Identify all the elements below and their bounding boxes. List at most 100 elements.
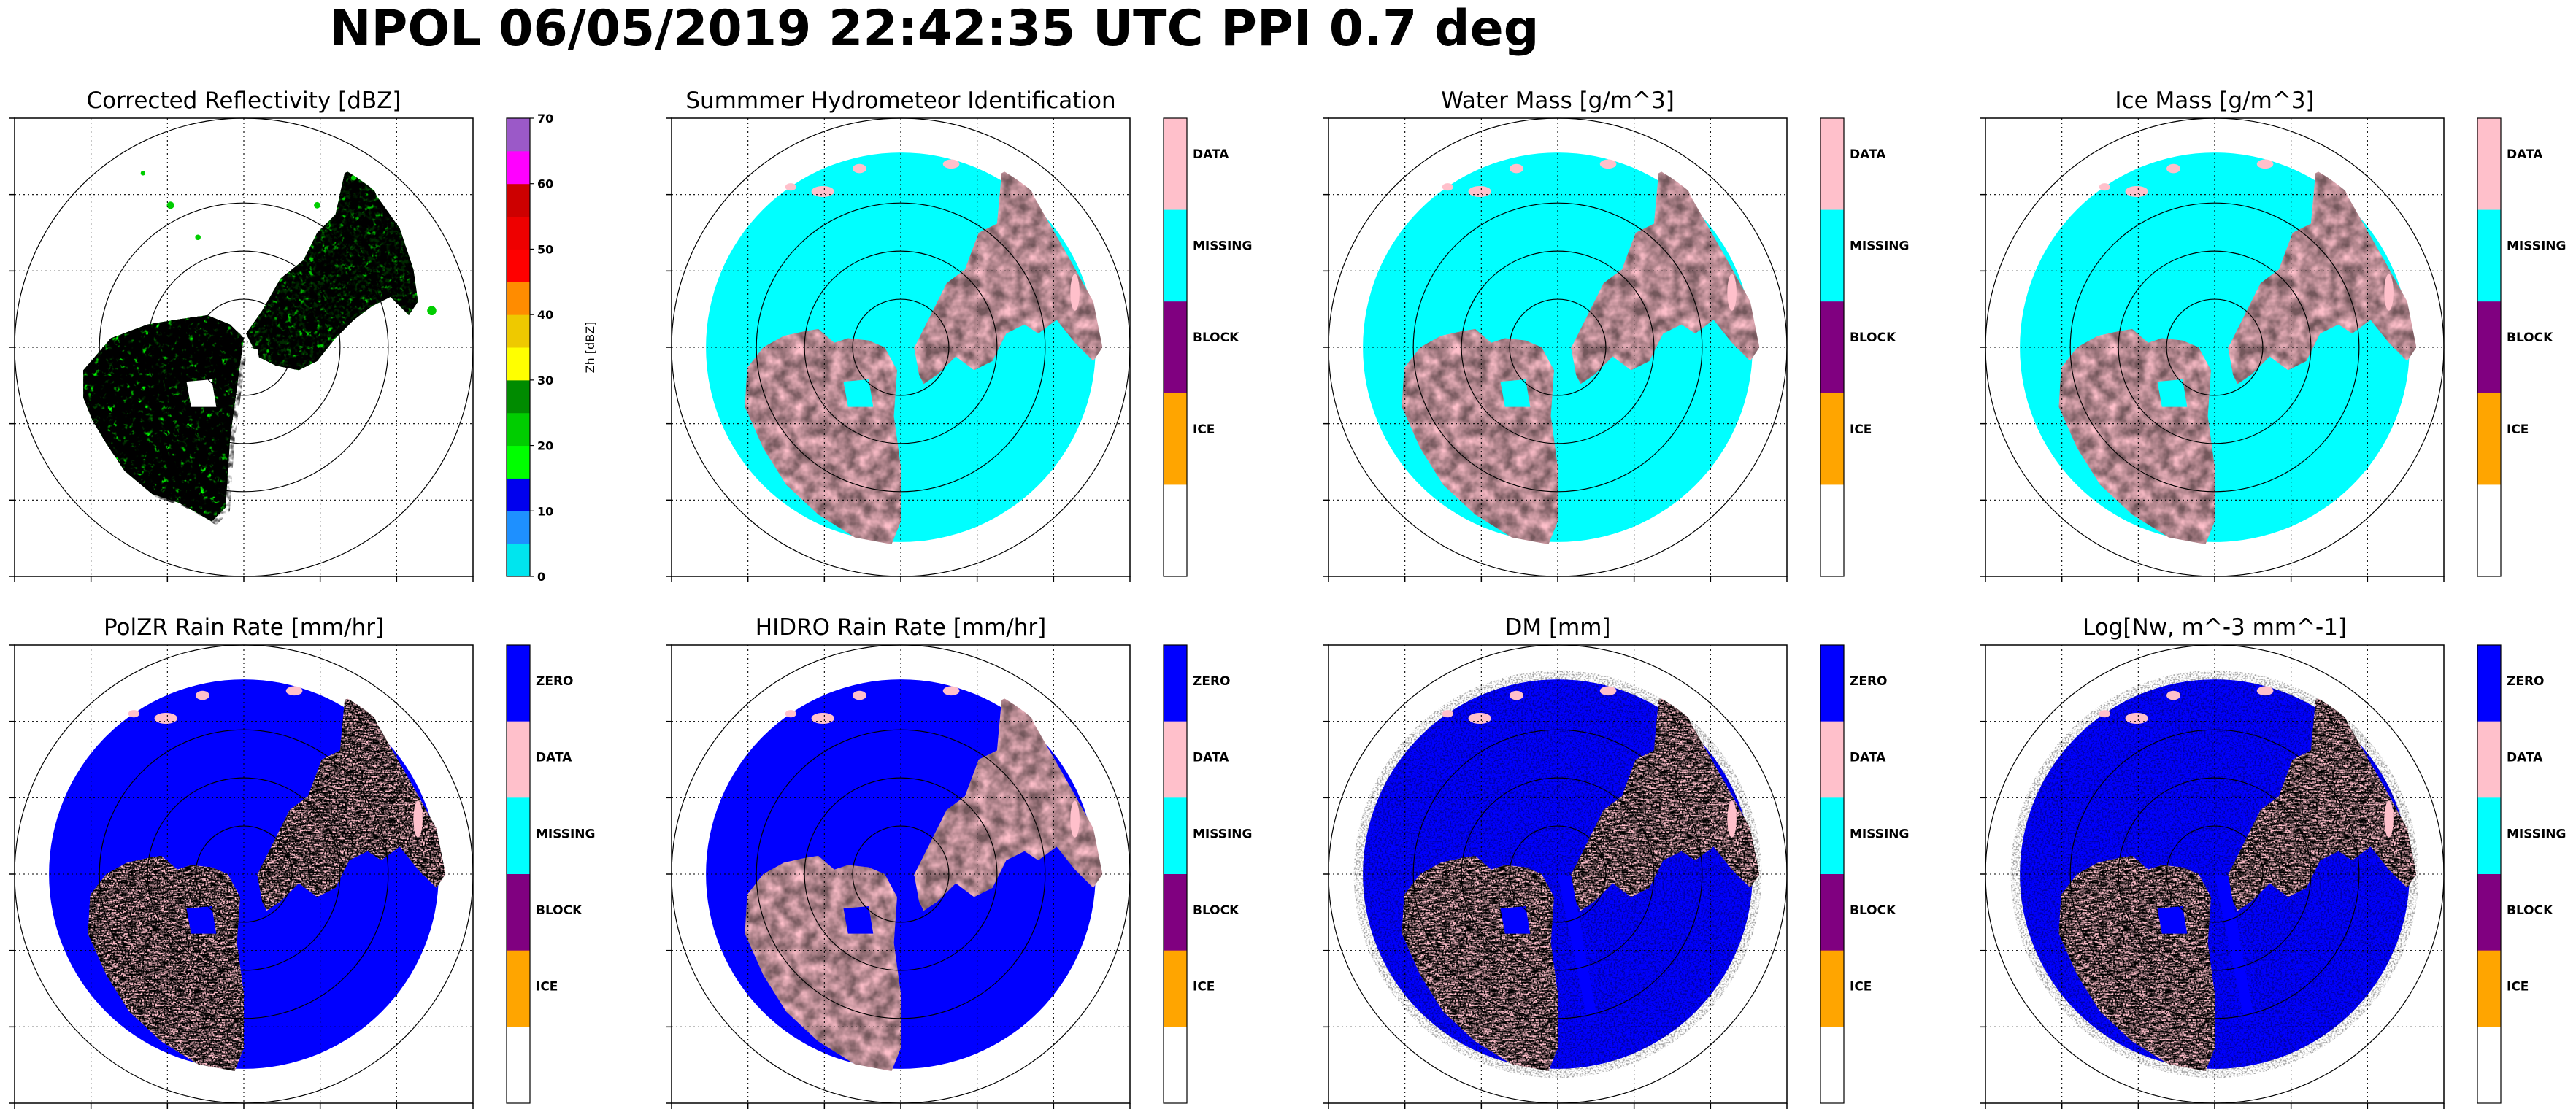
colorbar-tick-label: 0 bbox=[537, 570, 545, 584]
colorbar-category-label: MISSING bbox=[2507, 239, 2566, 254]
colorbar: DATA MISSING BLOCK ICE bbox=[1820, 117, 1909, 577]
colorbar-category-label: DATA bbox=[536, 751, 572, 765]
colorbar-category-label: DATA bbox=[1850, 147, 1886, 162]
colorbar-category-label: ZERO bbox=[1850, 674, 1887, 689]
panel-4: Ice Mass [g/m^3] DATA MISSING BLOCK ICE bbox=[1980, 88, 2566, 582]
colorbar-segment bbox=[1820, 209, 1844, 302]
colorbar-segment bbox=[507, 347, 530, 381]
colorbar-segment bbox=[507, 445, 530, 479]
colorbar-segment bbox=[1164, 301, 1187, 394]
colorbar-segment bbox=[2477, 797, 2501, 875]
panel-title: PolZR Rain Rate [mm/hr] bbox=[104, 614, 384, 641]
colorbar: 0 10 20 30 40 50 60 70 Zh [dBZ] bbox=[506, 112, 597, 584]
colorbar-category-label: ZERO bbox=[2507, 674, 2544, 689]
colorbar-segment bbox=[507, 282, 530, 315]
colorbar-segment bbox=[1164, 721, 1187, 798]
panel-title: HIDRO Rain Rate [mm/hr] bbox=[756, 614, 1046, 641]
colorbar-category-label: DATA bbox=[2507, 147, 2543, 162]
colorbar-segment bbox=[507, 721, 530, 798]
beam-block bbox=[2215, 874, 2254, 1021]
colorbar-segment bbox=[1820, 797, 1844, 875]
colorbar-category-label: BLOCK bbox=[1850, 903, 1896, 918]
colorbar-segment bbox=[507, 118, 530, 152]
panel-1: Corrected Reflectivity [dBZ] 0 10 20 30 40 50 6… bbox=[9, 88, 597, 584]
panel-6: HIDRO Rain Rate [mm/hr] ZERO DATA MISSING BL… bbox=[666, 614, 1252, 1109]
colorbar-segment bbox=[1820, 950, 1844, 1027]
colorbar-category-label: DATA bbox=[1850, 751, 1886, 765]
beam-block bbox=[2215, 347, 2254, 494]
colorbar-segment bbox=[1164, 118, 1187, 211]
colorbar-tick-label: 30 bbox=[537, 374, 553, 387]
colorbar-category-label: BLOCK bbox=[2507, 331, 2553, 345]
colorbar-segment bbox=[2477, 209, 2501, 302]
panel-7: DM [mm] ZERO DATA MISSING BLOCK ICE bbox=[1323, 614, 1909, 1109]
colorbar-category-label: MISSING bbox=[2507, 827, 2566, 841]
colorbar-segment bbox=[1820, 645, 1844, 722]
colorbar-tick-label: 60 bbox=[537, 177, 553, 191]
panel-5: PolZR Rain Rate [mm/hr] ZERO DATA MISSING BL… bbox=[9, 614, 595, 1109]
colorbar-segment bbox=[1164, 393, 1187, 485]
colorbar-segment bbox=[507, 150, 530, 185]
colorbar-category-label: ICE bbox=[1193, 980, 1215, 995]
colorbar-segment bbox=[1164, 1027, 1187, 1104]
colorbar-segment bbox=[2477, 721, 2501, 798]
beam-block bbox=[244, 874, 283, 1021]
colorbar-category-label: DATA bbox=[1193, 751, 1229, 765]
colorbar-category-label: ICE bbox=[2507, 980, 2529, 995]
panel-title: Corrected Reflectivity [dBZ] bbox=[86, 88, 401, 114]
colorbar-segment bbox=[507, 797, 530, 875]
colorbar-category-label: ZERO bbox=[536, 674, 573, 689]
colorbar-category-label: MISSING bbox=[1850, 827, 1909, 841]
beam-block bbox=[901, 874, 940, 1021]
beam-block bbox=[244, 347, 283, 494]
colorbar-category-label: ICE bbox=[1850, 422, 1872, 437]
colorbar-segment bbox=[2477, 393, 2501, 485]
beam-block bbox=[1558, 347, 1597, 494]
colorbar-tick-label: 40 bbox=[537, 308, 553, 322]
beam-block bbox=[1558, 874, 1597, 1021]
colorbar-segment bbox=[1820, 721, 1844, 798]
colorbar: ZERO DATA MISSING BLOCK ICE bbox=[2477, 644, 2566, 1104]
colorbar-segment bbox=[507, 249, 530, 282]
panel-title: Water Mass [g/m^3] bbox=[1441, 88, 1675, 114]
colorbar-segment bbox=[1164, 209, 1187, 302]
colorbar-category-label: DATA bbox=[2507, 751, 2543, 765]
colorbar-segment bbox=[507, 511, 530, 544]
colorbar-segment bbox=[507, 379, 530, 414]
colorbar-label: Zh [dBZ] bbox=[583, 322, 597, 374]
colorbar-category-label: DATA bbox=[1193, 147, 1229, 162]
colorbar-category-label: MISSING bbox=[1850, 239, 1909, 254]
panel-8: Log[Nw, m^-3 mm^-1] ZERO DATA MISSING BLOCK I… bbox=[1980, 614, 2566, 1109]
colorbar-segment bbox=[1820, 118, 1844, 211]
colorbar-segment bbox=[507, 412, 530, 447]
colorbar-segment bbox=[507, 1027, 530, 1104]
colorbar-category-label: BLOCK bbox=[1193, 903, 1239, 918]
colorbar: ZERO DATA MISSING BLOCK ICE bbox=[506, 644, 595, 1104]
colorbar-segment bbox=[1164, 797, 1187, 875]
colorbar-segment bbox=[1820, 393, 1844, 485]
colorbar: ZERO DATA MISSING BLOCK ICE bbox=[1163, 644, 1252, 1104]
colorbar-category-label: MISSING bbox=[536, 827, 595, 841]
colorbar-tick-label: 20 bbox=[537, 439, 553, 453]
colorbar-segment bbox=[1820, 1027, 1844, 1104]
colorbar-tick-label: 10 bbox=[537, 504, 553, 518]
colorbar: ZERO DATA MISSING BLOCK ICE bbox=[1820, 644, 1909, 1104]
colorbar-segment bbox=[2477, 301, 2501, 394]
colorbar-category-label: ZERO bbox=[1193, 674, 1230, 689]
colorbar-category-label: BLOCK bbox=[1850, 331, 1896, 345]
colorbar-segment bbox=[1164, 645, 1187, 722]
colorbar-category-label: BLOCK bbox=[1193, 331, 1239, 345]
colorbar-segment bbox=[507, 216, 530, 250]
colorbar-segment bbox=[507, 314, 530, 348]
panel-title: Ice Mass [g/m^3] bbox=[2115, 88, 2314, 114]
colorbar-segment bbox=[2477, 1027, 2501, 1104]
figure-title: NPOL 06/05/2019 22:42:35 UTC PPI 0.7 deg bbox=[330, 0, 1539, 58]
colorbar-segment bbox=[507, 950, 530, 1027]
colorbar-segment bbox=[507, 645, 530, 722]
colorbar-category-label: BLOCK bbox=[2507, 903, 2553, 918]
panel-3: Water Mass [g/m^3] DATA MISSING BLOCK ICE bbox=[1323, 88, 1909, 582]
colorbar-category-label: ICE bbox=[536, 980, 558, 995]
beam-block bbox=[901, 347, 940, 494]
colorbar-segment bbox=[507, 478, 530, 511]
colorbar-segment bbox=[507, 183, 530, 217]
